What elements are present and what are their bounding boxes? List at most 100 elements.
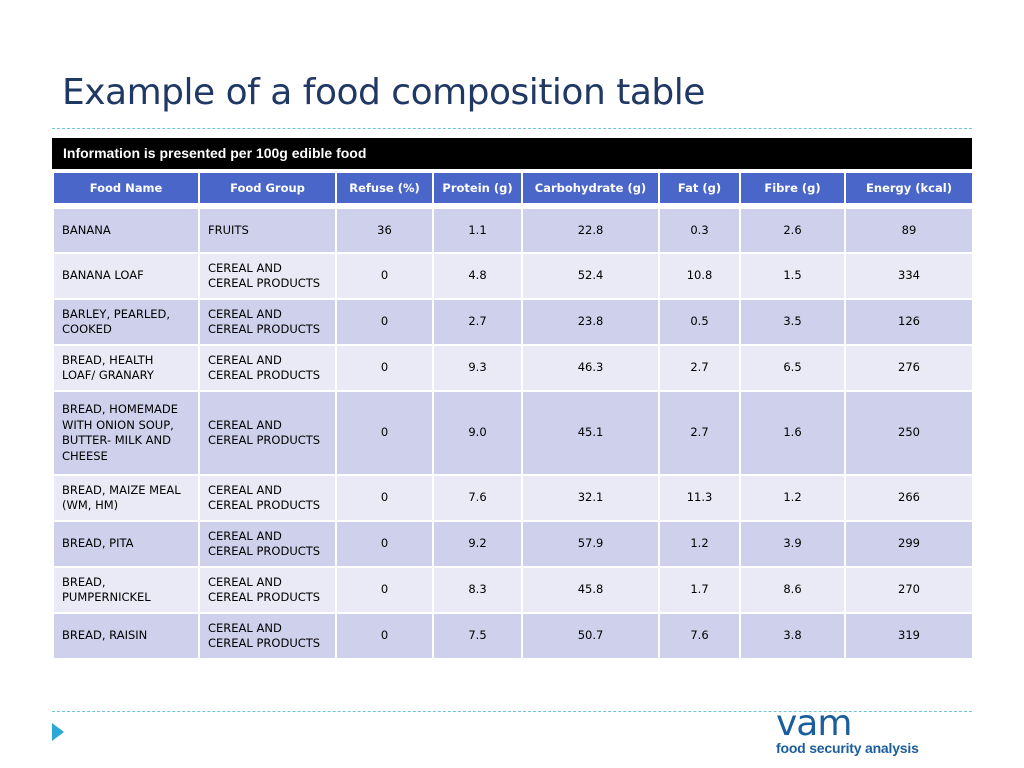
table-row: BREAD, PUMPERNICKEL CEREAL AND CEREAL PRODU…: [52, 566, 974, 614]
fibre-cell: 6.5: [739, 344, 846, 392]
protein-cell: 9.0: [432, 390, 523, 476]
protein-cell: 9.3: [432, 344, 523, 392]
column-header: Fat (g): [658, 171, 741, 205]
column-header: Protein (g): [432, 171, 523, 205]
fibre-cell: 3.9: [739, 520, 846, 568]
food-group-cell: CEREAL AND CEREAL PRODUCTS: [198, 520, 337, 568]
protein-cell: 9.2: [432, 520, 523, 568]
food-group-cell: CEREAL AND CEREAL PRODUCTS: [198, 612, 337, 660]
fibre-cell: 1.6: [739, 390, 846, 476]
column-header: Energy (kcal): [844, 171, 974, 205]
table-row: BARLEY, PEARLED, COOKED CEREAL AND CEREAL P…: [52, 298, 974, 346]
food-name-cell-line: BREAD, HEALTH: [62, 352, 154, 367]
food-group-cell-line: CEREAL AND: [208, 306, 282, 321]
protein-cell: 4.8: [432, 252, 523, 300]
table-row: BREAD, RAISIN CEREAL AND CEREAL PRODUCTS 0 7…: [52, 612, 974, 660]
protein-cell: 2.7: [432, 298, 523, 346]
fibre-cell: 1.2: [739, 474, 846, 522]
food-name-cell: BREAD, HOMEMADE WITH ONION SOUP, BUTTER- M…: [52, 390, 200, 476]
protein-cell: 7.6: [432, 474, 523, 522]
fat-cell: 0.5: [658, 298, 741, 346]
food-group-cell: CEREAL AND CEREAL PRODUCTS: [198, 390, 337, 476]
fat-cell: 10.8: [658, 252, 741, 300]
food-group-cell-line: CEREAL PRODUCTS: [208, 498, 321, 512]
carbohydrate-cell: 52.4: [521, 252, 660, 300]
refuse-cell: 36: [335, 207, 434, 254]
carbohydrate-cell: 45.1: [521, 390, 660, 476]
food-name-cell: BREAD, PUMPERNICKEL: [52, 566, 200, 614]
food-group-cell-line: CEREAL AND: [208, 352, 282, 367]
carbohydrate-cell: 45.8: [521, 566, 660, 614]
protein-cell: 7.5: [432, 612, 523, 660]
table-row: BREAD, HOMEMADE WITH ONION SOUP, BUTTER- M…: [52, 390, 974, 476]
energy-cell: 250: [844, 390, 974, 476]
food-group-cell: CEREAL AND CEREAL PRODUCTS: [198, 298, 337, 346]
food-group-cell-line: CEREAL PRODUCTS: [208, 276, 321, 290]
header-spacer: [53, 204, 973, 208]
column-header: Refuse (%): [335, 171, 434, 205]
food-name-cell-line: (WM, HM): [62, 498, 119, 512]
fibre-cell: 3.8: [739, 612, 846, 660]
food-group-cell: FRUITS: [198, 207, 337, 254]
energy-cell: 319: [844, 612, 974, 660]
food-group-cell-line: CEREAL PRODUCTS: [208, 636, 321, 650]
food-group-cell: CEREAL AND CEREAL PRODUCTS: [198, 474, 337, 522]
fat-cell: 2.7: [658, 344, 741, 392]
food-name-cell-line: WITH ONION SOUP,: [62, 417, 174, 432]
fat-cell: 1.7: [658, 566, 741, 614]
food-name-cell-line: BARLEY, PEARLED,: [62, 306, 170, 321]
food-name-cell-line: LOAF/ GRANARY: [62, 368, 154, 382]
food-group-cell-line: CEREAL PRODUCTS: [208, 322, 321, 336]
refuse-cell: 0: [335, 390, 434, 476]
bottom-divider: [52, 711, 972, 712]
food-name-cell: BREAD, RAISIN: [52, 612, 200, 660]
food-composition-table: Food Name Food Group Refuse (%) Protein …: [52, 171, 974, 660]
food-name-cell-line: CHEESE: [62, 448, 108, 463]
fat-cell: 7.6: [658, 612, 741, 660]
food-group-cell-line: CEREAL PRODUCTS: [208, 368, 321, 382]
refuse-cell: 0: [335, 612, 434, 660]
food-name-cell-line: BANANA LOAF: [62, 268, 144, 283]
info-banner: Information is presented per 100g edible…: [52, 138, 972, 169]
triangle-bullet-icon: [52, 723, 64, 741]
carbohydrate-cell: 22.8: [521, 207, 660, 254]
carbohydrate-cell: 23.8: [521, 298, 660, 346]
food-name-cell-line: BUTTER- MILK AND: [62, 433, 171, 447]
food-name-cell-line: BREAD, HOMEMADE: [62, 402, 178, 416]
food-group-cell-line: CEREAL AND: [208, 417, 282, 432]
fibre-cell: 8.6: [739, 566, 846, 614]
food-group-cell: CEREAL AND CEREAL PRODUCTS: [198, 566, 337, 614]
carbohydrate-cell: 32.1: [521, 474, 660, 522]
energy-cell: 89: [844, 207, 974, 254]
food-group-cell-line: CEREAL PRODUCTS: [208, 590, 321, 604]
food-name-cell-line: BREAD, PITA: [62, 536, 134, 551]
protein-cell: 1.1: [432, 207, 523, 254]
carbohydrate-cell: 46.3: [521, 344, 660, 392]
food-group-cell: CEREAL AND CEREAL PRODUCTS: [198, 344, 337, 392]
column-header: Food Group: [198, 171, 337, 205]
protein-cell: 8.3: [432, 566, 523, 614]
fibre-cell: 1.5: [739, 252, 846, 300]
fibre-cell: 3.5: [739, 298, 846, 346]
energy-cell: 126: [844, 298, 974, 346]
table-header-row: Food Name Food Group Refuse (%) Protein …: [52, 171, 974, 205]
logo-wordmark: vam: [776, 703, 852, 744]
carbohydrate-cell: 50.7: [521, 612, 660, 660]
table-row: BREAD, PITA CEREAL AND CEREAL PRODUCTS 0 9.2…: [52, 520, 974, 568]
food-name-cell: BARLEY, PEARLED, COOKED: [52, 298, 200, 346]
column-header: Carbohydrate (g): [521, 171, 660, 205]
food-name-cell-line: BANANA: [62, 222, 111, 237]
food-group-cell-line: CEREAL AND: [208, 528, 282, 543]
refuse-cell: 0: [335, 298, 434, 346]
energy-cell: 266: [844, 474, 974, 522]
fat-cell: 11.3: [658, 474, 741, 522]
page-title: Example of a food composition table: [62, 72, 705, 113]
food-name-cell-line: BREAD, RAISIN: [62, 628, 148, 643]
food-name-cell: BANANA: [52, 207, 200, 254]
carbohydrate-cell: 57.9: [521, 520, 660, 568]
header-spacer-cell: [53, 204, 973, 208]
food-name-cell: BANANA LOAF: [52, 252, 200, 300]
food-name-cell-line: BREAD, MAIZE MEAL: [62, 482, 181, 497]
food-group-cell-line: FRUITS: [208, 222, 249, 237]
energy-cell: 334: [844, 252, 974, 300]
